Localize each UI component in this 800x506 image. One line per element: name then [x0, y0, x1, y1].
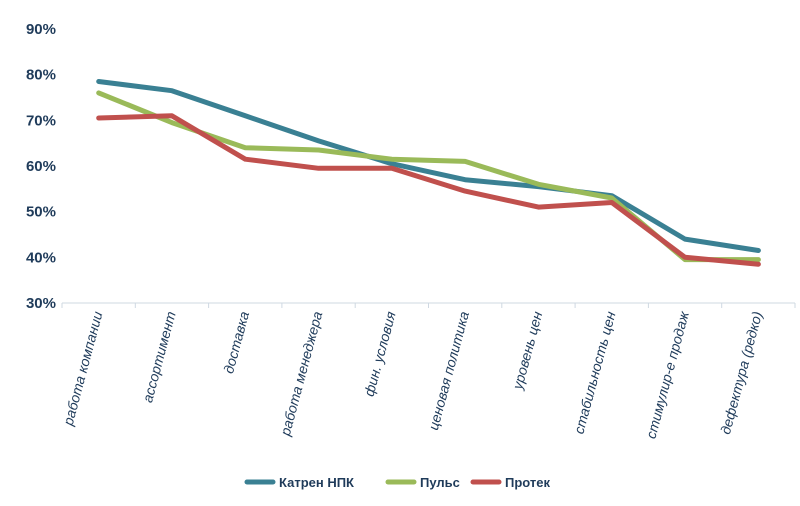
x-axis-ticks: работа компании ассортимент доставка работа…	[60, 303, 796, 440]
x-tick-label: работа компании	[60, 309, 106, 427]
x-tick-label: стимулир-е продаж	[643, 308, 693, 440]
legend-label: Пульс	[420, 475, 460, 490]
x-tick-label: ценовая политика	[425, 309, 472, 431]
x-tick-label: уровень цен	[509, 309, 545, 391]
y-tick-label: 70%	[26, 112, 56, 129]
x-tick-label: ассортимент	[139, 309, 179, 404]
x-tick-label: фин. условия	[361, 309, 399, 398]
y-axis-ticks: 30% 40% 50% 60% 70% 80% 90%	[26, 21, 56, 312]
legend: Катрен НПК Пульс Протек	[244, 475, 550, 490]
legend-label: Протек	[505, 475, 550, 490]
series-line	[96, 113, 761, 267]
series-lines	[96, 79, 761, 267]
series-line	[96, 79, 761, 253]
x-tick-label: стабильность цен	[571, 309, 619, 435]
y-tick-label: 50%	[26, 204, 56, 221]
x-tick-label: дефектура (редко)	[717, 310, 765, 436]
y-tick-label: 40%	[26, 249, 56, 266]
series-line	[96, 90, 761, 263]
x-tick-label: работа менеджера	[277, 309, 326, 438]
x-tick-label: доставка	[220, 309, 252, 375]
y-tick-label: 60%	[26, 158, 56, 175]
y-tick-label: 30%	[26, 295, 56, 312]
y-tick-label: 80%	[26, 67, 56, 84]
y-tick-label: 90%	[26, 21, 56, 38]
legend-label: Катрен НПК	[279, 475, 354, 490]
